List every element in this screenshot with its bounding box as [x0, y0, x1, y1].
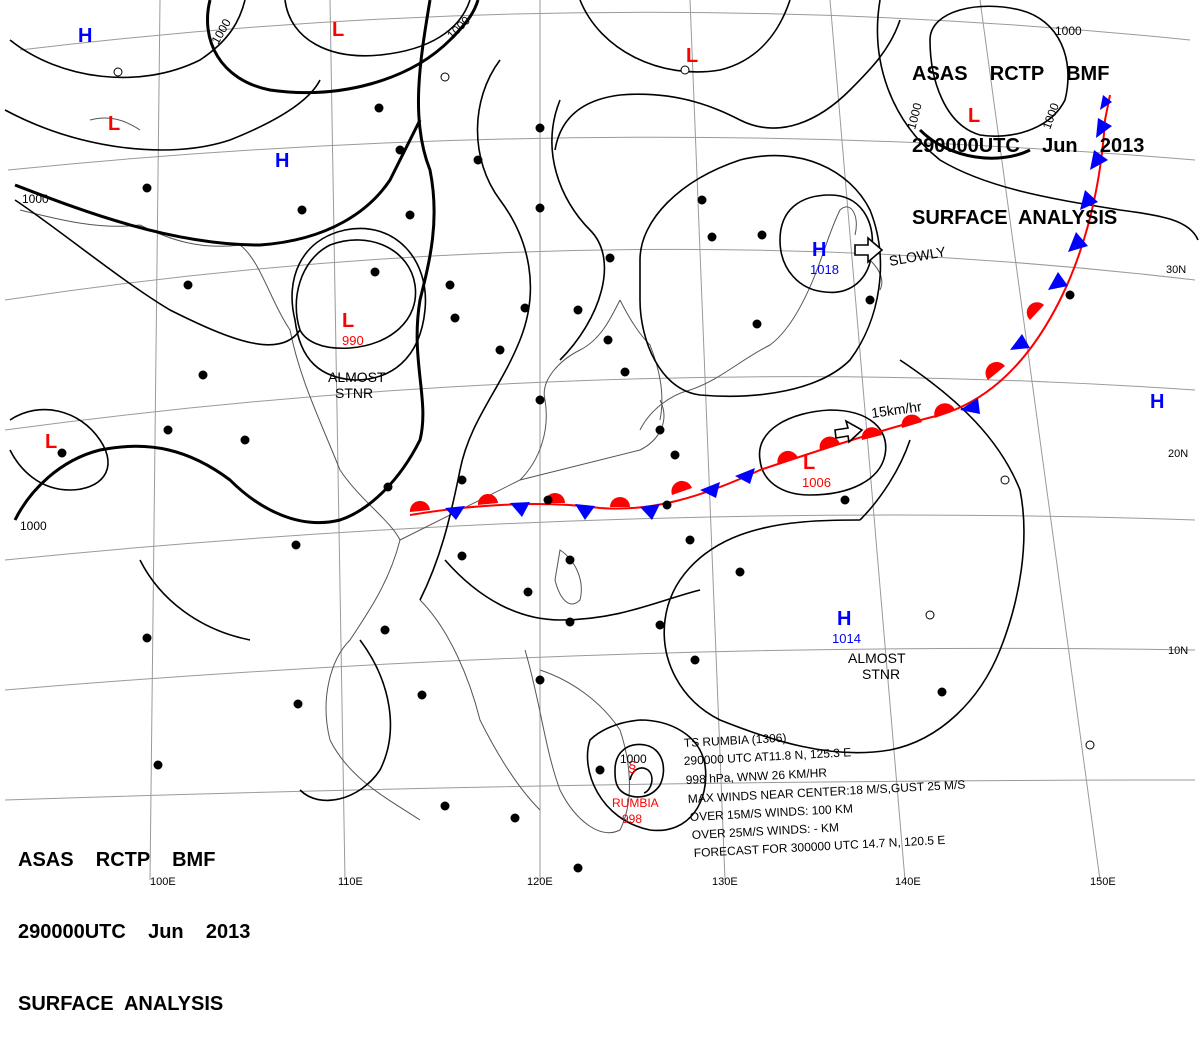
lon-label: 140E — [895, 876, 921, 888]
station-plots — [57, 65, 1095, 873]
movement-arrows — [834, 236, 884, 444]
high-pressure-marker: H — [275, 150, 289, 172]
lon-label: 100E — [150, 876, 176, 888]
lon-label: 130E — [712, 876, 738, 888]
speed-label: 15km/hr — [870, 398, 923, 421]
lat-label: 20N — [1168, 448, 1188, 460]
lat-label: 10N — [1168, 645, 1188, 657]
low-pressure-value: 990 — [342, 333, 364, 348]
lat-label: 30N — [1166, 264, 1186, 276]
slowly-arrow-icon — [854, 236, 884, 264]
typhoon-name: RUMBIA — [612, 796, 659, 810]
low-pressure-marker: L — [342, 310, 354, 332]
isobars — [4, 0, 1199, 832]
pressure-centers: H L L H L L 990 L H 1018 L 1006 H H 1014… — [45, 19, 1164, 646]
low-pressure-marker: L — [803, 452, 815, 474]
low-pressure-value: 1006 — [802, 475, 831, 490]
lon-label: 110E — [338, 876, 363, 888]
weather-map: 100E 110E 120E 130E 140E 150E 30N 20N 10… — [4, 0, 1199, 888]
low-pressure-marker: L — [108, 113, 120, 135]
almost-stnr-line: STNR — [862, 666, 900, 682]
header-title: ASAS RCTP BMF — [18, 849, 216, 871]
storm-info-line: TS RUMBIA (1306) — [683, 731, 786, 750]
almost-stnr-label: ALMOST STNR — [328, 369, 389, 401]
isobar-label: 1000 — [1055, 24, 1082, 38]
isobar-label: 1000 — [904, 101, 925, 131]
lon-label: 150E — [1090, 876, 1116, 888]
typhoon-isobar-label: 1000 — [620, 752, 647, 766]
almost-stnr-line: ALMOST — [328, 369, 386, 385]
header-bottom: ASAS RCTP BMF 290000UTC Jun 2013 SURFACE… — [18, 800, 250, 1040]
typhoon-rumbia: § 1000 RUMBIA 998 — [612, 752, 659, 826]
high-pressure-marker: H — [812, 239, 826, 261]
latitude-labels: 30N 20N 10N — [1166, 264, 1188, 657]
low-pressure-marker: L — [686, 45, 698, 67]
high-pressure-marker: H — [78, 25, 92, 47]
typhoon-pressure: 998 — [622, 812, 642, 826]
header-top: ASAS RCTP BMF 290000UTC Jun 2013 SURFACE… — [912, 14, 1144, 254]
high-pressure-value: 1014 — [832, 631, 861, 646]
almost-stnr-line: STNR — [335, 385, 373, 401]
longitude-labels: 100E 110E 120E 130E 140E 150E — [150, 876, 1116, 888]
high-pressure-marker: H — [837, 608, 851, 630]
typhoon-symbol-icon: § — [628, 759, 636, 776]
header-time: 290000UTC Jun 2013 — [18, 921, 251, 943]
stationary-front — [409, 94, 1112, 520]
high-pressure-marker: H — [1150, 391, 1164, 413]
coastlines — [19, 117, 883, 834]
isobar-label: 1000 — [20, 519, 47, 533]
lon-label: 120E — [527, 876, 553, 888]
almost-stnr-label: ALMOST STNR — [848, 650, 909, 682]
header-time: 290000UTC Jun 2013 — [912, 135, 1145, 157]
header-subtitle: SURFACE ANALYSIS — [18, 993, 224, 1015]
low-pressure-marker: L — [968, 105, 980, 127]
low-pressure-marker: L — [45, 431, 57, 453]
cold-front-barbs — [445, 95, 1112, 520]
header-subtitle: SURFACE ANALYSIS — [912, 207, 1118, 229]
almost-stnr-line: ALMOST — [848, 650, 906, 666]
high-pressure-value: 1018 — [810, 262, 839, 277]
speed-arrow-icon — [834, 419, 864, 444]
low-pressure-marker: L — [332, 19, 344, 41]
graticule — [4, 0, 1196, 881]
header-title: ASAS RCTP BMF — [912, 63, 1110, 85]
warm-front-pips — [409, 302, 1044, 512]
isobar-label: 1000 — [22, 192, 49, 206]
